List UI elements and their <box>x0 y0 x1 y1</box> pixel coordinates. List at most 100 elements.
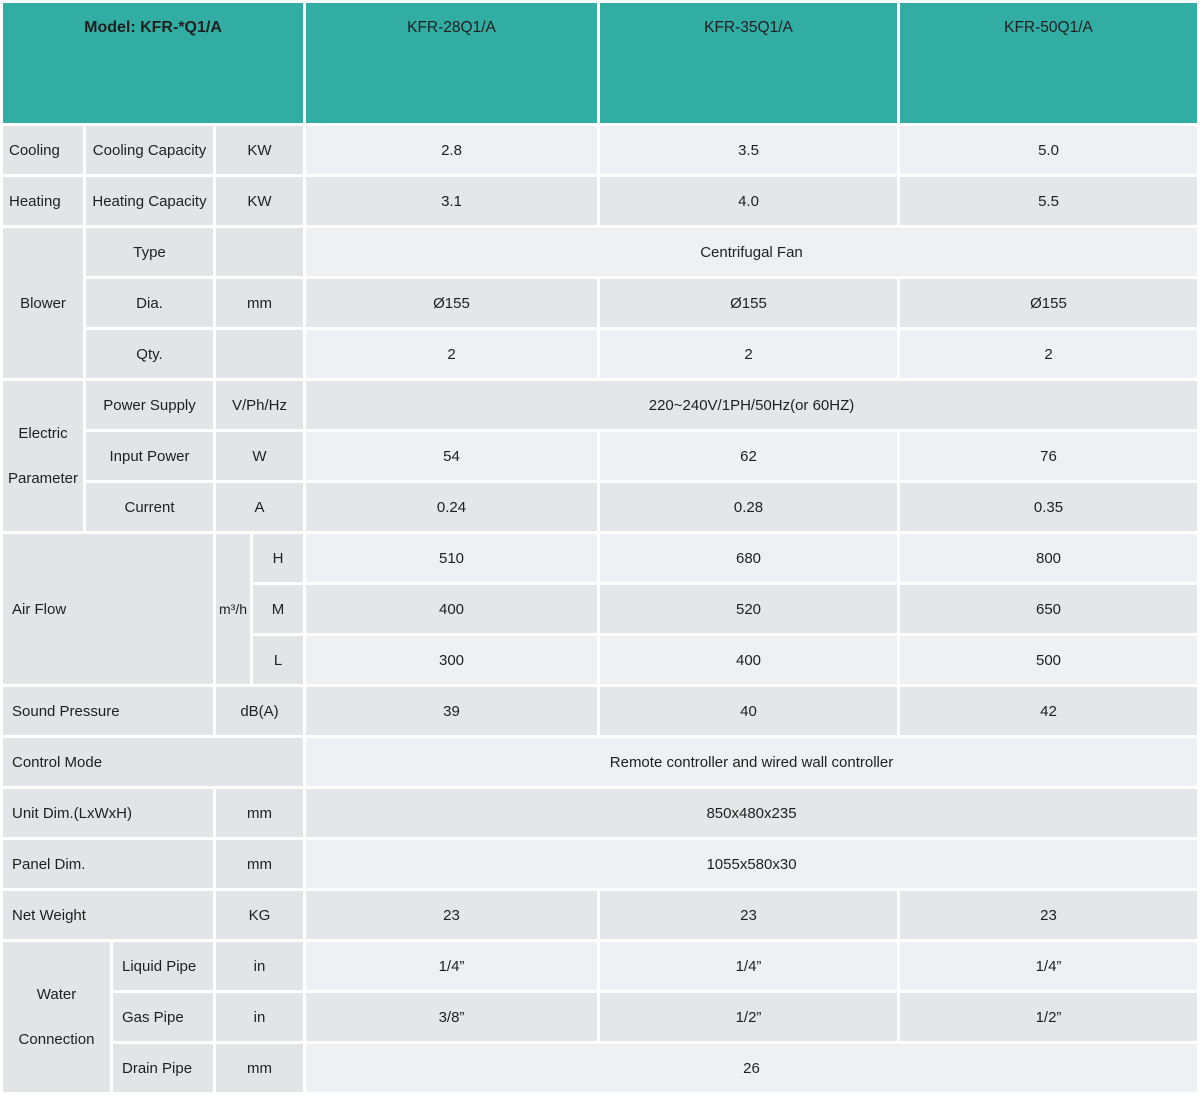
value-cell: 0.24 <box>306 483 597 531</box>
value-cell: 5.0 <box>900 126 1197 174</box>
value-cell: 300 <box>306 636 597 684</box>
row-label-cell: Input Power <box>86 432 213 480</box>
unit-cell <box>216 330 303 378</box>
value-cell: 23 <box>306 891 597 939</box>
table-row: Heating Heating Capacity KW 3.1 4.0 5.5 <box>3 177 1197 225</box>
table-row: Control Mode Remote controller and wired… <box>3 738 1197 786</box>
row-label-cell: Heating Capacity <box>86 177 213 225</box>
row-group-cell: Air Flow <box>3 534 213 684</box>
table-row: Electric Parameter Power Supply V/Ph/Hz … <box>3 381 1197 531</box>
model-header-cell: Model: KFR-*Q1/A <box>3 3 303 123</box>
span-value-cell: Remote controller and wired wall control… <box>306 738 1197 786</box>
value-cell: 2 <box>306 330 597 378</box>
row-group-cell: Blower <box>3 228 83 378</box>
value-cell: 39 <box>306 687 597 735</box>
table-row: Input Power W 54 62 76 <box>3 432 1197 480</box>
value-cell: Ø155 <box>900 279 1197 327</box>
unit-cell: mm <box>216 1044 303 1092</box>
unit-cell: KW <box>216 126 303 174</box>
table-row: Gas Pipe in 3/8” 1/2” 1/2” <box>3 993 1197 1041</box>
row-label-cell: Unit Dim.(LxWxH) <box>3 789 213 837</box>
value-cell: 0.35 <box>900 483 1197 531</box>
row-label-cell: Type <box>86 228 213 276</box>
value-cell: 40 <box>600 687 897 735</box>
table-row: Current A 0.24 0.28 0.35 <box>3 483 1197 531</box>
table-row: Air Flow m³/h H 510 680 800 <box>3 534 1197 684</box>
span-value-cell: 850x480x235 <box>306 789 1197 837</box>
row-group-cell: Cooling <box>3 126 83 174</box>
value-cell: 3.5 <box>600 126 897 174</box>
span-value-cell: 220~240V/1PH/50Hz(or 60HZ) <box>306 381 1197 429</box>
sub-label-cell: L <box>253 636 303 684</box>
span-value-cell: 26 <box>306 1044 1197 1092</box>
row-label-cell: Gas Pipe <box>113 993 213 1041</box>
row-label-cell: Qty. <box>86 330 213 378</box>
unit-cell <box>216 228 303 276</box>
span-value-cell: Centrifugal Fan <box>306 228 1197 276</box>
row-label-cell: Dia. <box>86 279 213 327</box>
table-row: L 300 400 500 <box>3 636 1197 684</box>
unit-cell: A <box>216 483 303 531</box>
value-cell: 400 <box>600 636 897 684</box>
table-row: M 400 520 650 <box>3 585 1197 633</box>
model-name-cell: KFR-50Q1/A <box>900 3 1197 123</box>
unit-cell: mm <box>216 789 303 837</box>
unit-cell: W <box>216 432 303 480</box>
table-row: Drain Pipe mm 26 <box>3 1044 1197 1092</box>
value-cell: 62 <box>600 432 897 480</box>
model-name-cell: KFR-28Q1/A <box>306 3 597 123</box>
row-label-cell: Drain Pipe <box>113 1044 213 1092</box>
value-cell: 23 <box>600 891 897 939</box>
value-cell: 650 <box>900 585 1197 633</box>
value-cell: 400 <box>306 585 597 633</box>
table-row: Dia. mm Ø155 Ø155 Ø155 <box>3 279 1197 327</box>
value-cell: 0.28 <box>600 483 897 531</box>
value-cell: 4.0 <box>600 177 897 225</box>
unit-cell: mm <box>216 279 303 327</box>
unit-cell: KG <box>216 891 303 939</box>
row-label-cell: Sound Pressure <box>3 687 213 735</box>
unit-cell: mm <box>216 840 303 888</box>
value-cell: 2.8 <box>306 126 597 174</box>
unit-cell: KW <box>216 177 303 225</box>
table-row: Qty. 2 2 2 <box>3 330 1197 378</box>
row-label-cell: Cooling Capacity <box>86 126 213 174</box>
model-name-cell: KFR-35Q1/A <box>600 3 897 123</box>
value-cell: 3/8” <box>306 993 597 1041</box>
value-cell: 23 <box>900 891 1197 939</box>
span-value-cell: 1055x580x30 <box>306 840 1197 888</box>
value-cell: 2 <box>900 330 1197 378</box>
unit-cell: V/Ph/Hz <box>216 381 303 429</box>
table-row: Unit Dim.(LxWxH) mm 850x480x235 <box>3 789 1197 837</box>
value-cell: 42 <box>900 687 1197 735</box>
value-cell: 510 <box>306 534 597 582</box>
value-cell: 520 <box>600 585 897 633</box>
value-cell: 1/4” <box>600 942 897 990</box>
row-group-cell: Electric Parameter <box>3 381 83 531</box>
row-label-cell: Panel Dim. <box>3 840 213 888</box>
row-group-cell: Heating <box>3 177 83 225</box>
table-row: Water Connection Liquid Pipe in 1/4” 1/4… <box>3 942 1197 1092</box>
row-group-cell: Water Connection <box>3 942 110 1092</box>
value-cell: 1/2” <box>900 993 1197 1041</box>
row-label-cell: Control Mode <box>3 738 303 786</box>
value-cell: 800 <box>900 534 1197 582</box>
table-header-row: Model: KFR-*Q1/A KFR-28Q1/A KFR-35Q1/A K… <box>3 3 1197 123</box>
table-row: Sound Pressure dB(A) 39 40 42 <box>3 687 1197 735</box>
value-cell: 500 <box>900 636 1197 684</box>
row-label-cell: Net Weight <box>3 891 213 939</box>
table-row: Panel Dim. mm 1055x580x30 <box>3 840 1197 888</box>
row-label-cell: Liquid Pipe <box>113 942 213 990</box>
unit-cell: m³/h <box>216 534 250 684</box>
sub-label-cell: M <box>253 585 303 633</box>
value-cell: 680 <box>600 534 897 582</box>
table-row: Blower Type Centrifugal Fan <box>3 228 1197 378</box>
value-cell: 3.1 <box>306 177 597 225</box>
table-row: Net Weight KG 23 23 23 <box>3 891 1197 939</box>
value-cell: 1/2” <box>600 993 897 1041</box>
value-cell: Ø155 <box>306 279 597 327</box>
value-cell: 54 <box>306 432 597 480</box>
table-row: Cooling Cooling Capacity KW 2.8 3.5 5.0 <box>3 126 1197 174</box>
unit-cell: in <box>216 942 303 990</box>
